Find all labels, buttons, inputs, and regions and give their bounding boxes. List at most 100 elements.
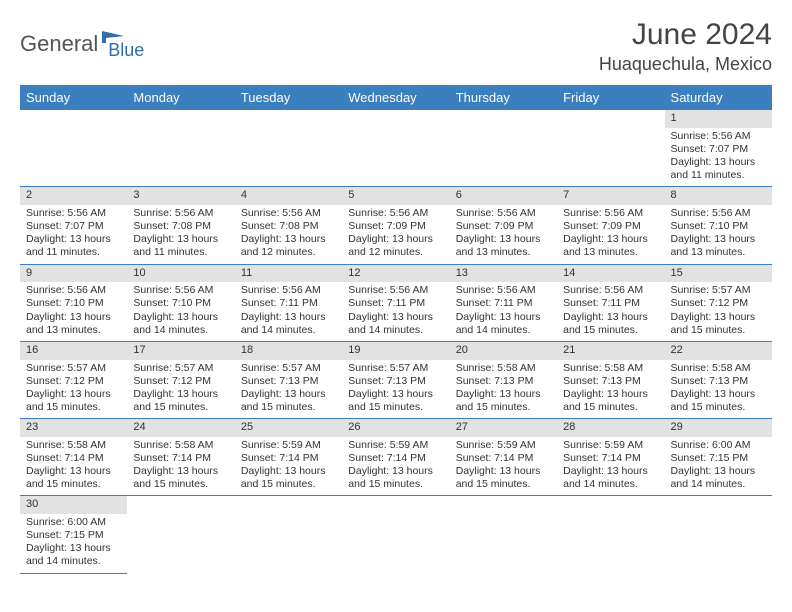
calendar-cell: 2Sunrise: 5:56 AMSunset: 7:07 PMDaylight… [20, 187, 127, 264]
day-details: Sunrise: 5:57 AMSunset: 7:13 PMDaylight:… [235, 360, 342, 419]
day-details: Sunrise: 5:56 AMSunset: 7:07 PMDaylight:… [20, 205, 127, 264]
day-number: 30 [20, 496, 127, 514]
day-details: Sunrise: 5:59 AMSunset: 7:14 PMDaylight:… [342, 437, 449, 496]
sunset-line: Sunset: 7:13 PM [456, 375, 551, 388]
day-details: Sunrise: 5:58 AMSunset: 7:13 PMDaylight:… [665, 360, 772, 419]
sunrise-line: Sunrise: 5:56 AM [348, 207, 443, 220]
sunrise-line: Sunrise: 5:56 AM [563, 284, 658, 297]
day-details: Sunrise: 5:58 AMSunset: 7:14 PMDaylight:… [127, 437, 234, 496]
calendar-cell [450, 110, 557, 187]
sunset-line: Sunset: 7:14 PM [133, 452, 228, 465]
calendar-cell: 11Sunrise: 5:56 AMSunset: 7:11 PMDayligh… [235, 264, 342, 341]
calendar-cell [127, 496, 234, 573]
daylight-line: Daylight: 13 hours and 15 minutes. [348, 388, 443, 414]
sunset-line: Sunset: 7:12 PM [26, 375, 121, 388]
sunset-line: Sunset: 7:12 PM [133, 375, 228, 388]
day-number: 2 [20, 187, 127, 205]
calendar-cell: 4Sunrise: 5:56 AMSunset: 7:08 PMDaylight… [235, 187, 342, 264]
daylight-line: Daylight: 13 hours and 14 minutes. [563, 465, 658, 491]
day-number: 22 [665, 342, 772, 360]
calendar-row: 16Sunrise: 5:57 AMSunset: 7:12 PMDayligh… [20, 341, 772, 418]
daylight-line: Daylight: 13 hours and 15 minutes. [671, 311, 766, 337]
daylight-line: Daylight: 13 hours and 15 minutes. [241, 465, 336, 491]
sunset-line: Sunset: 7:08 PM [133, 220, 228, 233]
sunset-line: Sunset: 7:14 PM [456, 452, 551, 465]
daylight-line: Daylight: 13 hours and 11 minutes. [26, 233, 121, 259]
sunrise-line: Sunrise: 5:58 AM [671, 362, 766, 375]
day-details: Sunrise: 5:56 AMSunset: 7:11 PMDaylight:… [557, 282, 664, 341]
weekday-header: Monday [127, 85, 234, 110]
calendar-table: Sunday Monday Tuesday Wednesday Thursday… [20, 85, 772, 574]
calendar-cell: 13Sunrise: 5:56 AMSunset: 7:11 PMDayligh… [450, 264, 557, 341]
day-details: Sunrise: 5:59 AMSunset: 7:14 PMDaylight:… [235, 437, 342, 496]
sunset-line: Sunset: 7:11 PM [456, 297, 551, 310]
calendar-cell [235, 496, 342, 573]
sunset-line: Sunset: 7:11 PM [241, 297, 336, 310]
sunrise-line: Sunrise: 5:58 AM [133, 439, 228, 452]
sunset-line: Sunset: 7:09 PM [456, 220, 551, 233]
day-number: 8 [665, 187, 772, 205]
daylight-line: Daylight: 13 hours and 14 minutes. [671, 465, 766, 491]
calendar-cell [127, 110, 234, 187]
sunset-line: Sunset: 7:14 PM [26, 452, 121, 465]
day-details: Sunrise: 5:59 AMSunset: 7:14 PMDaylight:… [450, 437, 557, 496]
day-number: 26 [342, 419, 449, 437]
day-details: Sunrise: 5:56 AMSunset: 7:08 PMDaylight:… [235, 205, 342, 264]
daylight-line: Daylight: 13 hours and 13 minutes. [456, 233, 551, 259]
logo: General Blue [20, 18, 144, 61]
sunset-line: Sunset: 7:11 PM [563, 297, 658, 310]
day-details: Sunrise: 5:56 AMSunset: 7:07 PMDaylight:… [665, 128, 772, 187]
calendar-cell: 5Sunrise: 5:56 AMSunset: 7:09 PMDaylight… [342, 187, 449, 264]
weekday-header: Sunday [20, 85, 127, 110]
day-number: 5 [342, 187, 449, 205]
daylight-line: Daylight: 13 hours and 15 minutes. [671, 388, 766, 414]
calendar-cell [557, 496, 664, 573]
calendar-row: 1Sunrise: 5:56 AMSunset: 7:07 PMDaylight… [20, 110, 772, 187]
day-number: 23 [20, 419, 127, 437]
calendar-cell: 1Sunrise: 5:56 AMSunset: 7:07 PMDaylight… [665, 110, 772, 187]
calendar-row: 9Sunrise: 5:56 AMSunset: 7:10 PMDaylight… [20, 264, 772, 341]
weekday-header: Wednesday [342, 85, 449, 110]
day-number: 28 [557, 419, 664, 437]
calendar-cell [450, 496, 557, 573]
sunrise-line: Sunrise: 5:56 AM [671, 130, 766, 143]
day-number: 17 [127, 342, 234, 360]
calendar-cell: 19Sunrise: 5:57 AMSunset: 7:13 PMDayligh… [342, 341, 449, 418]
day-number: 20 [450, 342, 557, 360]
day-details: Sunrise: 5:57 AMSunset: 7:12 PMDaylight:… [127, 360, 234, 419]
sunrise-line: Sunrise: 5:56 AM [241, 284, 336, 297]
day-details: Sunrise: 5:57 AMSunset: 7:13 PMDaylight:… [342, 360, 449, 419]
sunset-line: Sunset: 7:14 PM [241, 452, 336, 465]
calendar-cell: 12Sunrise: 5:56 AMSunset: 7:11 PMDayligh… [342, 264, 449, 341]
daylight-line: Daylight: 13 hours and 15 minutes. [241, 388, 336, 414]
daylight-line: Daylight: 13 hours and 15 minutes. [26, 388, 121, 414]
sunrise-line: Sunrise: 5:57 AM [133, 362, 228, 375]
day-number: 14 [557, 265, 664, 283]
sunset-line: Sunset: 7:08 PM [241, 220, 336, 233]
sunset-line: Sunset: 7:14 PM [348, 452, 443, 465]
sunrise-line: Sunrise: 5:59 AM [563, 439, 658, 452]
location: Huaquechula, Mexico [599, 54, 772, 75]
sunrise-line: Sunrise: 5:58 AM [563, 362, 658, 375]
calendar-cell: 24Sunrise: 5:58 AMSunset: 7:14 PMDayligh… [127, 419, 234, 496]
day-number: 25 [235, 419, 342, 437]
weekday-header: Friday [557, 85, 664, 110]
day-number: 21 [557, 342, 664, 360]
sunset-line: Sunset: 7:12 PM [671, 297, 766, 310]
day-number: 15 [665, 265, 772, 283]
sunset-line: Sunset: 7:10 PM [671, 220, 766, 233]
calendar-cell [342, 110, 449, 187]
sunrise-line: Sunrise: 5:59 AM [456, 439, 551, 452]
calendar-body: 1Sunrise: 5:56 AMSunset: 7:07 PMDaylight… [20, 110, 772, 573]
day-details: Sunrise: 5:56 AMSunset: 7:09 PMDaylight:… [557, 205, 664, 264]
sunset-line: Sunset: 7:10 PM [26, 297, 121, 310]
calendar-cell: 14Sunrise: 5:56 AMSunset: 7:11 PMDayligh… [557, 264, 664, 341]
calendar-cell: 30Sunrise: 6:00 AMSunset: 7:15 PMDayligh… [20, 496, 127, 573]
sunrise-line: Sunrise: 5:57 AM [241, 362, 336, 375]
weekday-header-row: Sunday Monday Tuesday Wednesday Thursday… [20, 85, 772, 110]
day-details: Sunrise: 5:56 AMSunset: 7:10 PMDaylight:… [20, 282, 127, 341]
day-number: 3 [127, 187, 234, 205]
page: General Blue June 2024 Huaquechula, Mexi… [0, 0, 792, 592]
day-details: Sunrise: 5:56 AMSunset: 7:09 PMDaylight:… [342, 205, 449, 264]
daylight-line: Daylight: 13 hours and 15 minutes. [456, 465, 551, 491]
